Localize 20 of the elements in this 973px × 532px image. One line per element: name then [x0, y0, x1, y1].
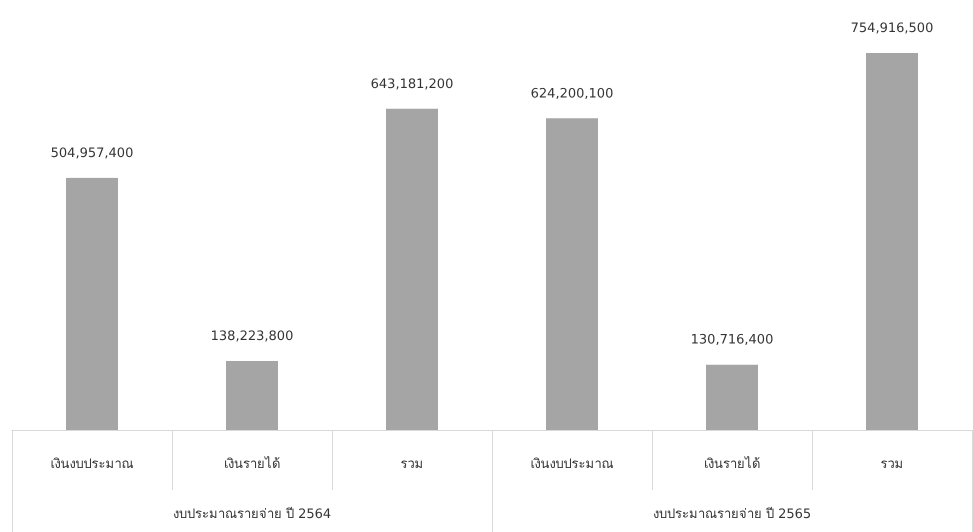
x-tick-label: รวม [880, 457, 904, 472]
data-label: 138,223,800 [210, 328, 294, 344]
x-tick-label: รวม [400, 457, 424, 472]
x-tick-label: เงินรายได้ [224, 456, 280, 472]
x-tick-label: เงินงบประมาณ [530, 457, 614, 472]
text: งบประมาณรายจ่าย ปี 2564 [172, 506, 332, 522]
bar [866, 52, 918, 430]
data-label: 130,716,400 [690, 332, 774, 348]
bar [66, 178, 118, 430]
x-tick-label: เงินงบประมาณ [50, 457, 134, 472]
bar [706, 364, 758, 430]
bar [386, 108, 438, 430]
bar [546, 118, 598, 430]
data-label: 754,916,500 [850, 20, 934, 36]
data-label: 504,957,400 [50, 146, 134, 161]
data-label: 643,181,200 [370, 76, 454, 92]
bar [226, 360, 278, 430]
x-tick-label: เงินรายได้ [704, 456, 760, 472]
text: งบประมาณรายจ่าย ปี 2565 [652, 506, 812, 522]
data-label: 624,200,100 [530, 86, 614, 102]
